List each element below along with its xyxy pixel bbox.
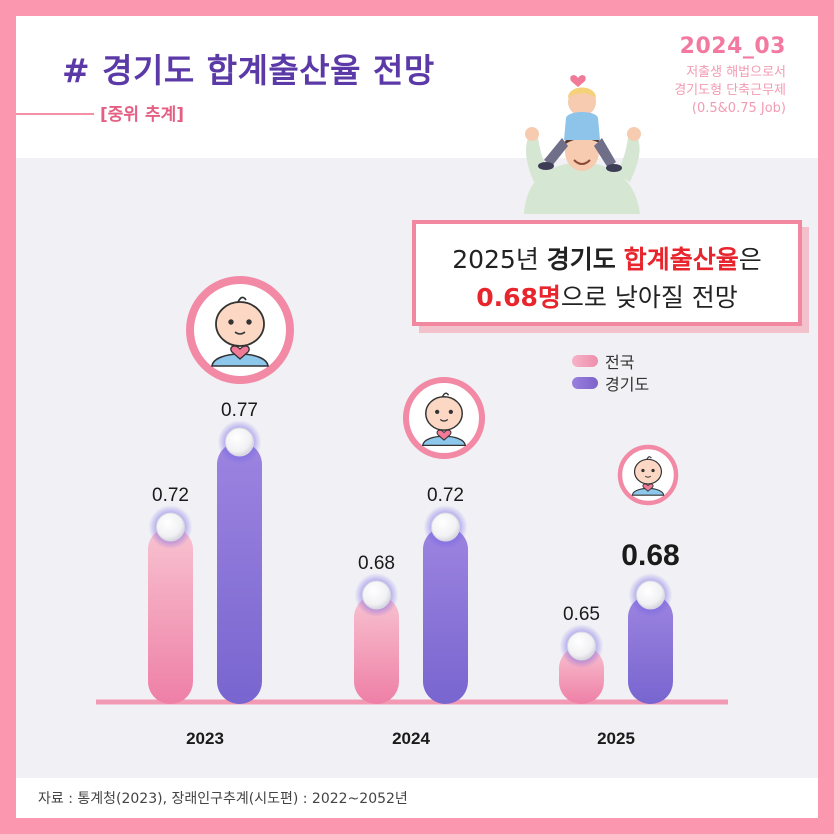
value-marker: [225, 427, 254, 457]
value-label: 0.68: [621, 539, 679, 572]
callout-particle: 은: [738, 245, 762, 274]
issue-number: 2024_03: [679, 34, 786, 59]
callout-year: 2025년: [452, 245, 547, 274]
highlight-callout: 2025년 경기도 합계출산율은 0.68명으로 낮아질 전망: [412, 220, 802, 326]
tagline-line: (0.5&0.75 Job): [691, 101, 786, 116]
bar-gyeonggi-2025: [628, 595, 673, 704]
callout-line-2: 0.68명으로 낮아질 전망: [416, 278, 798, 314]
family-illustration: [524, 75, 641, 214]
title-divider: [16, 113, 94, 115]
legend-swatch: [572, 377, 598, 389]
legend-item-national: 전국: [572, 350, 649, 372]
bar-chart: 0.72 0.77 2023 0.68 0.72 2024 0.65 0.68 2025: [96, 276, 728, 748]
tagline-line: 경기도형 단축근무제: [674, 83, 786, 98]
baby-face-icon: [186, 276, 294, 384]
legend-label: 전국: [605, 353, 635, 372]
callout-value: 0.68명: [476, 283, 561, 312]
callout-region: 경기도: [546, 245, 616, 274]
series-tagline: 저출생 해법으로서 경기도형 단축근무제 (0.5&0.75 Job): [674, 64, 786, 118]
baby-face-icon: [617, 444, 679, 506]
value-marker: [636, 580, 665, 610]
bar-gyeonggi-2024: [423, 527, 468, 704]
legend-swatch: [572, 355, 598, 367]
callout-tail: 으로 낮아질 전망: [560, 283, 738, 312]
chart-legend: 전국 경기도: [572, 350, 649, 394]
x-tick-label: 2025: [597, 729, 635, 748]
baby-face-icon: [402, 376, 486, 460]
value-marker: [156, 512, 185, 542]
value-marker: [362, 580, 391, 610]
tagline-line: 저출생 해법으로서: [686, 65, 786, 80]
callout-metric: 합계출산율: [623, 245, 739, 274]
x-tick-label: 2023: [186, 729, 224, 748]
value-label: 0.72: [152, 485, 189, 506]
x-tick-label: 2024: [392, 729, 430, 748]
legend-label: 경기도: [605, 375, 650, 394]
value-label: 0.72: [427, 485, 464, 506]
value-marker: [567, 631, 596, 661]
page-title: # 경기도 합계출산율 전망: [62, 51, 435, 90]
value-marker: [431, 512, 460, 542]
callout-line-1: 2025년 경기도 합계출산율은: [416, 240, 798, 276]
page-subtitle: [중위 추계]: [100, 105, 185, 125]
heart-icon: [642, 483, 654, 492]
legend-item-gyeonggi: 경기도: [572, 372, 649, 394]
source-note: 자료 : 통계청(2023), 장래인구추계(시도편) : 2022~2052년: [38, 791, 408, 807]
bar-national-2024: [354, 595, 399, 704]
value-label: 0.65: [563, 604, 600, 625]
infographic-card: # 경기도 합계출산율 전망 [중위 추계] 2024_03 저출생 해법으로서…: [16, 16, 818, 818]
heart-icon: [436, 429, 452, 441]
value-label: 0.77: [221, 400, 258, 421]
heart-icon: [230, 345, 250, 360]
value-label: 0.68: [358, 553, 395, 574]
bar-national-2023: [148, 527, 193, 704]
bar-gyeonggi-2023: [217, 442, 262, 704]
